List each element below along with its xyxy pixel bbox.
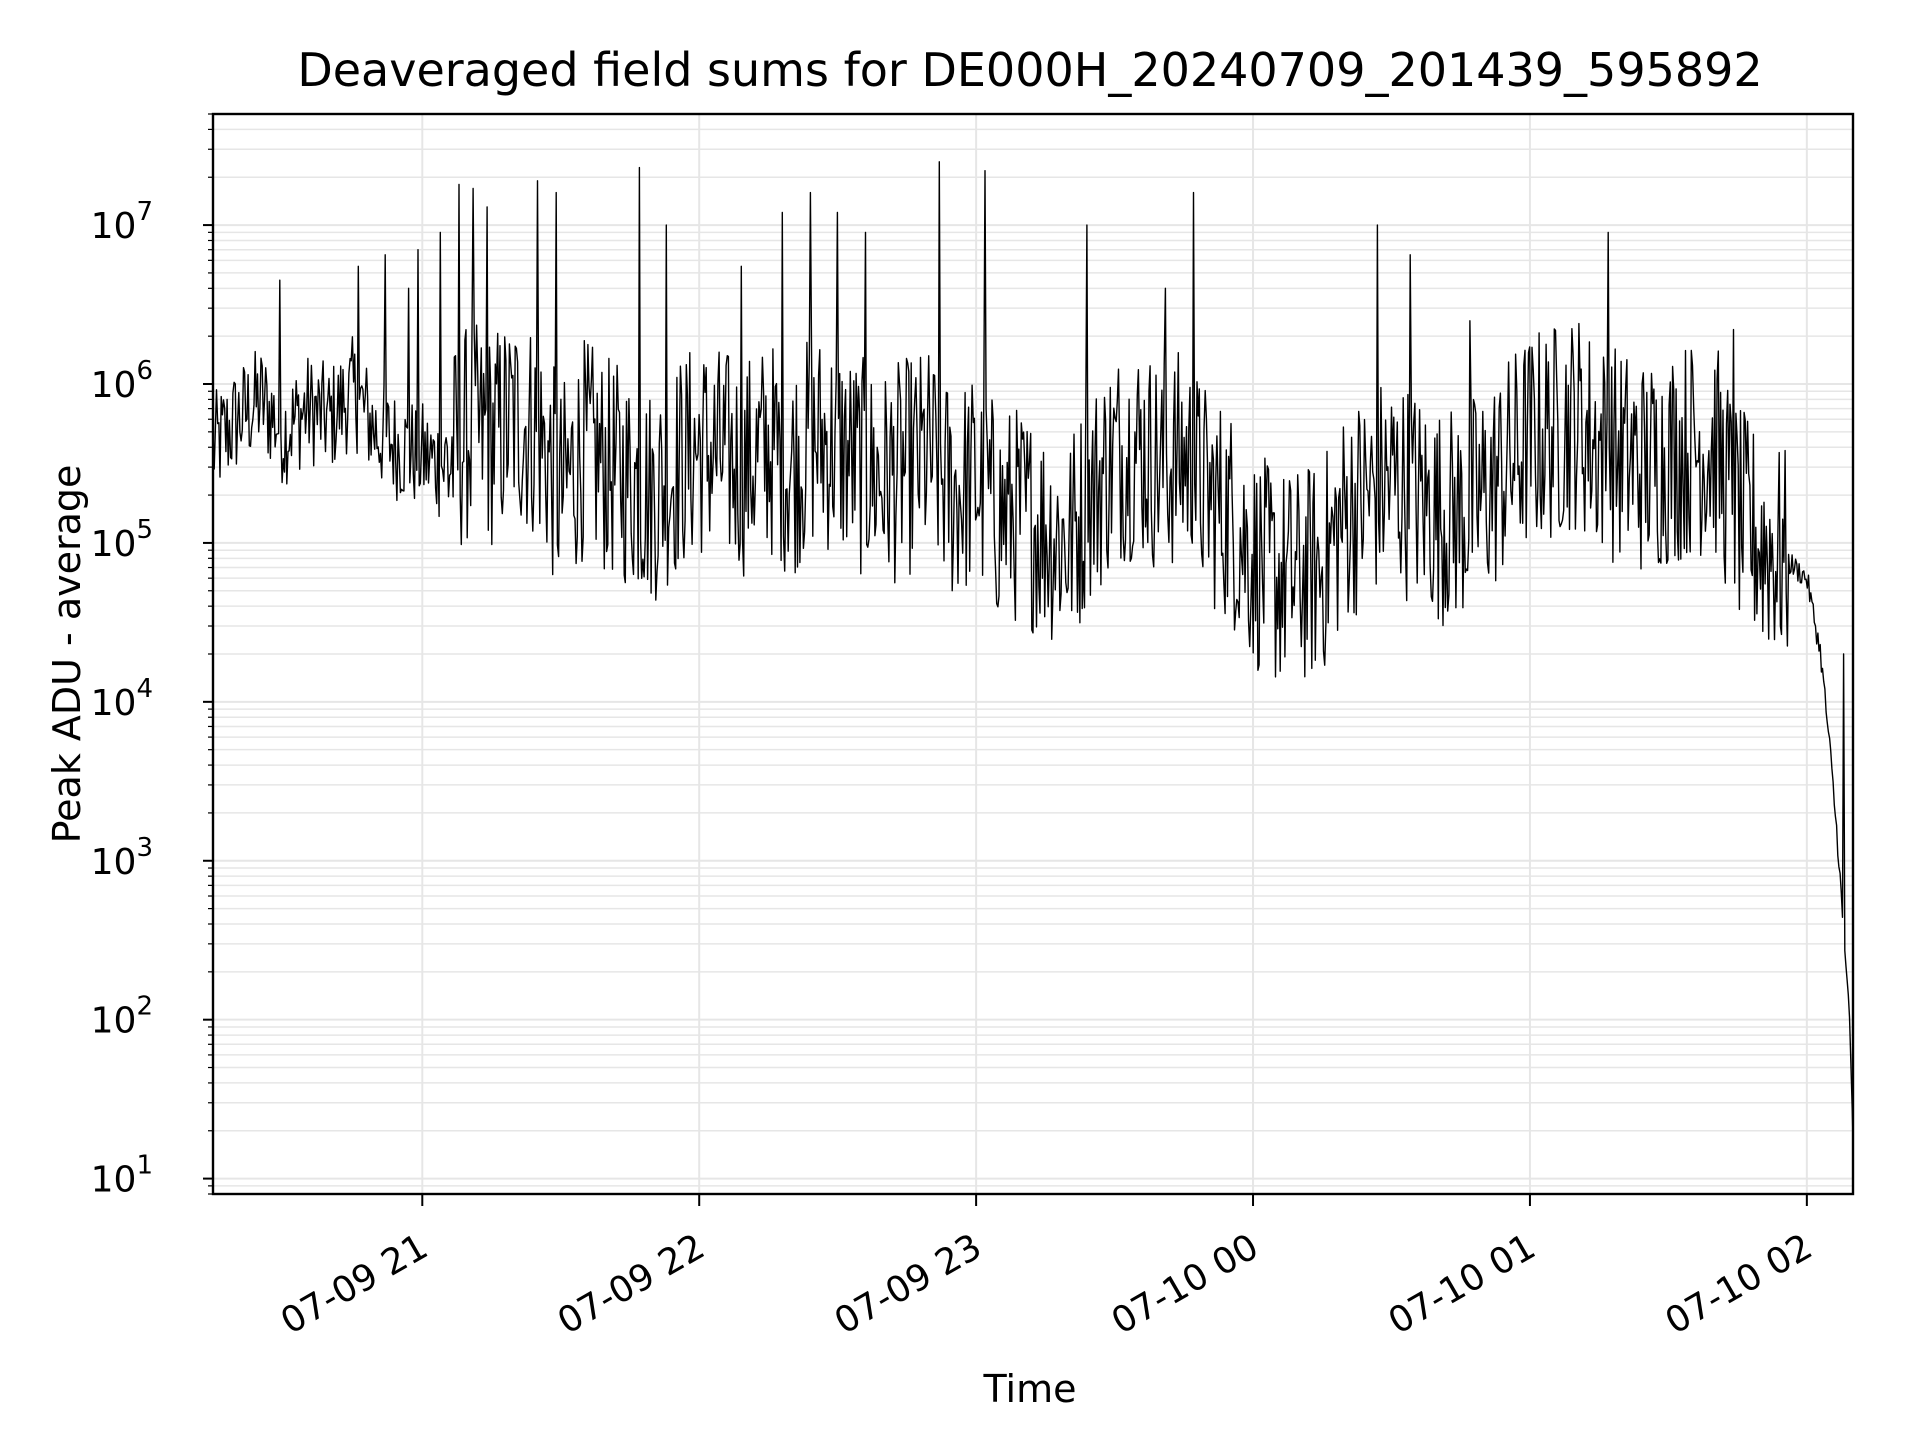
y-tick-base: 10 <box>91 365 137 406</box>
y-tick-exponent: 6 <box>136 356 153 386</box>
y-tick-base: 10 <box>91 1001 137 1042</box>
x-axis-label: Time <box>983 1367 1077 1411</box>
y-tick-base: 10 <box>91 206 137 247</box>
y-tick-exponent: 4 <box>136 674 153 704</box>
y-tick-label: 107 <box>91 197 153 247</box>
series-line <box>212 161 1854 1139</box>
y-tick-base: 10 <box>91 683 137 724</box>
y-tick-base: 10 <box>91 1160 137 1201</box>
chart-title: Deaveraged field sums for DE000H_2024070… <box>297 43 1762 97</box>
y-tick-base: 10 <box>91 524 137 565</box>
y-tick-label: 102 <box>91 992 153 1042</box>
y-axis-label: Peak ADU - average <box>45 465 89 844</box>
y-tick-exponent: 7 <box>136 197 153 227</box>
y-tick-label: 101 <box>91 1151 153 1201</box>
y-tick-exponent: 1 <box>136 1151 153 1181</box>
y-tick-label: 106 <box>91 356 153 406</box>
y-tick-base: 10 <box>91 842 137 883</box>
y-tick-label: 103 <box>91 833 153 883</box>
y-tick-exponent: 3 <box>136 833 153 863</box>
y-tick-label: 105 <box>91 515 153 565</box>
y-tick-label: 104 <box>91 674 153 724</box>
data-line-group <box>212 161 1854 1139</box>
y-tick-exponent: 5 <box>136 515 153 545</box>
y-tick-exponent: 2 <box>136 992 153 1022</box>
